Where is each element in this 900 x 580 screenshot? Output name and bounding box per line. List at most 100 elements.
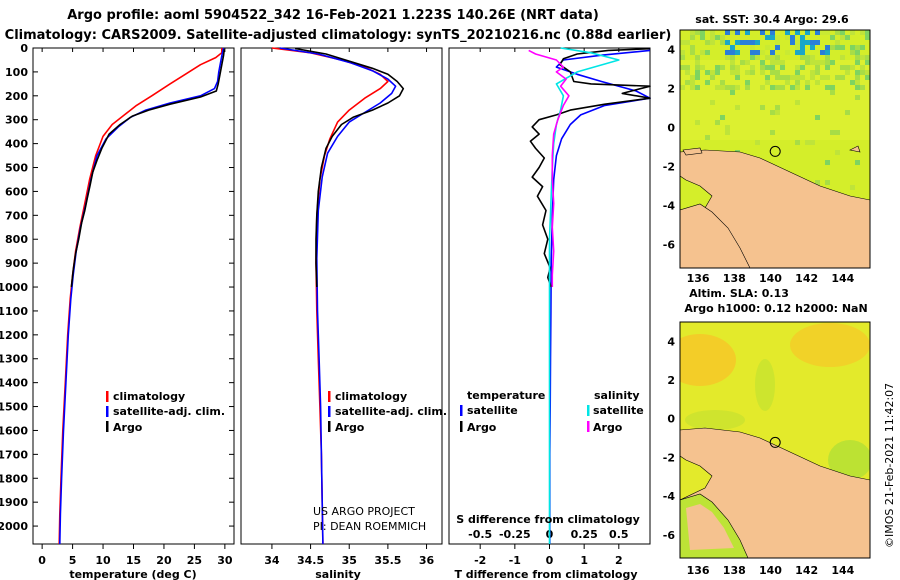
- sst-pixel: [815, 30, 820, 35]
- sst-pixel: [835, 150, 840, 155]
- y-tick-label: 600: [5, 185, 28, 198]
- sst-pixel: [695, 30, 700, 35]
- series-line-satellite-adj-clim-: [279, 47, 397, 545]
- x-tick-label: 0: [546, 554, 554, 567]
- sst-pixel: [680, 50, 685, 55]
- sst-pixel: [770, 110, 775, 115]
- sst-pixel: [840, 75, 845, 80]
- sst-pixel: [720, 85, 725, 90]
- sst-pixel: [770, 30, 775, 35]
- sst-pixel: [685, 80, 690, 85]
- sst-pixel: [810, 70, 815, 75]
- sst-pixel: [810, 40, 815, 45]
- s-difference-axis-label: S difference from climatology: [456, 513, 640, 526]
- sst-pixel: [825, 65, 830, 70]
- sst-pixel: [740, 40, 745, 45]
- sst-pixel: [700, 65, 705, 70]
- map-x-tick-label: 140: [759, 564, 782, 577]
- sla-warm-patch: [790, 323, 870, 367]
- sst-pixel: [695, 65, 700, 70]
- sst-pixel: [755, 140, 760, 145]
- temperature-legend: climatology satellite-adj. clim. Argo: [106, 390, 225, 434]
- sst-pixel: [785, 75, 790, 80]
- sst-pixel: [855, 55, 860, 60]
- sst-pixel: [750, 45, 755, 50]
- sst-pixel: [710, 75, 715, 80]
- sst-pixel: [690, 75, 695, 80]
- y-tick-label: 0: [20, 42, 28, 55]
- sst-pixel: [820, 75, 825, 80]
- sst-pixel: [690, 85, 695, 90]
- map-x-tick-label: 136: [687, 564, 710, 577]
- sst-pixel: [755, 40, 760, 45]
- pi-credit: PI: DEAN ROEMMICH: [313, 520, 426, 533]
- sst-pixel: [790, 75, 795, 80]
- sst-pixel: [705, 40, 710, 45]
- sst-pixel: [770, 35, 775, 40]
- x-tick-label: 2: [615, 554, 623, 567]
- map-x-tick-label: 142: [795, 564, 818, 577]
- sst-pixel: [830, 130, 835, 135]
- series-line-t-argo: [529, 47, 651, 288]
- sst-pixel: [860, 85, 865, 90]
- sst-pixel: [785, 50, 790, 55]
- legend-swatch-argo: [106, 421, 109, 432]
- sst-pixel: [795, 80, 800, 85]
- x-tick-label: 36: [419, 554, 435, 567]
- x-tick-label: -1: [509, 554, 521, 567]
- sla-green-patch: [685, 410, 745, 430]
- sst-pixel: [695, 75, 700, 80]
- sst-pixel: [795, 140, 800, 145]
- sst-pixel: [690, 50, 695, 55]
- sst-pixel: [855, 75, 860, 80]
- x-tick-label: 35.5: [374, 554, 401, 567]
- sst-pixel: [690, 30, 695, 35]
- sst-pixel: [825, 55, 830, 60]
- sst-pixel: [745, 30, 750, 35]
- sst-pixel: [705, 70, 710, 75]
- sst-pixel: [825, 45, 830, 50]
- sst-pixel: [760, 65, 765, 70]
- sst-pixel: [735, 85, 740, 90]
- sst-pixel: [685, 70, 690, 75]
- series-line-argo: [294, 47, 405, 288]
- y-tick-label: 700: [5, 209, 28, 222]
- sst-pixel: [800, 75, 805, 80]
- x-tick-label: 15: [126, 554, 141, 567]
- sst-pixel: [770, 70, 775, 75]
- y-tick-label: 1200: [0, 329, 28, 342]
- sst-pixel: [710, 100, 715, 105]
- figure-title-line2: Climatology: CARS2009. Satellite-adjuste…: [5, 28, 672, 43]
- sst-pixel: [785, 80, 790, 85]
- sst-pixel: [695, 70, 700, 75]
- sst-pixel: [755, 50, 760, 55]
- sla-argo-marker: [769, 436, 781, 448]
- legend-label-climatology: climatology: [335, 390, 407, 403]
- sst-pixel: [860, 30, 865, 35]
- sst-pixel: [815, 70, 820, 75]
- s-tick-label: 0.5: [609, 528, 629, 541]
- sst-pixel: [805, 30, 810, 35]
- y-tick-label: 1000: [0, 281, 28, 294]
- sst-pixel: [760, 85, 765, 90]
- sst-pixel: [765, 35, 770, 40]
- sst-pixel: [855, 95, 860, 100]
- sst-pixel: [745, 60, 750, 65]
- sst-pixel: [800, 55, 805, 60]
- sst-pixel: [815, 80, 820, 85]
- sst-land-islands: [682, 145, 861, 156]
- sst-pixel: [800, 45, 805, 50]
- legend-swatch-t-argo: [460, 421, 463, 432]
- map-y-tick-label: -6: [663, 529, 676, 542]
- map-x-tick-label: 144: [831, 564, 854, 577]
- sst-pixel: [735, 65, 740, 70]
- sst-pixel: [830, 90, 835, 95]
- sst-pixel: [865, 70, 870, 75]
- temperature-axis-label: temperature (deg C): [69, 568, 196, 580]
- x-tick-label: 1: [580, 554, 588, 567]
- sst-pixel: [840, 30, 845, 35]
- sst-pixel: [735, 30, 740, 35]
- legend-swatch-s-satellite: [587, 405, 590, 416]
- y-tick-label: 1100: [0, 305, 28, 318]
- sst-pixel: [795, 85, 800, 90]
